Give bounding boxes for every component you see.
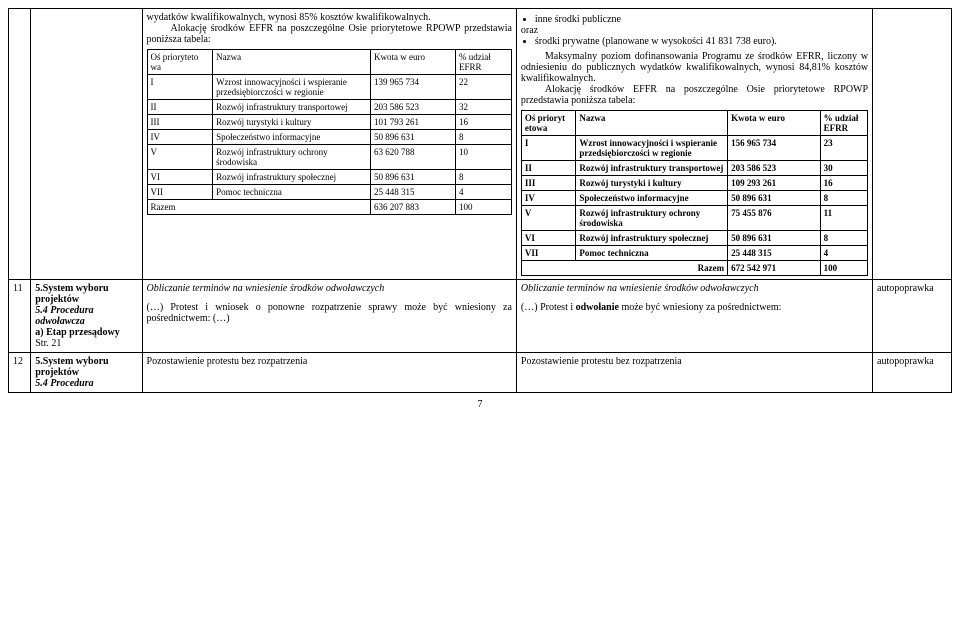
top-left-cell: wydatków kwalifikowalnych, wynosi 85% ko… bbox=[142, 9, 516, 280]
top-sec bbox=[31, 9, 142, 280]
r11-sec-l3: a) Etap przesądowy bbox=[35, 327, 137, 338]
left-inner-table: Oś prioryteto wa Nazwa Kwota w euro % ud… bbox=[147, 49, 512, 215]
top-left-para1: wydatków kwalifikowalnych, wynosi 85% ko… bbox=[147, 12, 512, 23]
top-right-para2: Alokację środków EFFR na poszczególne Os… bbox=[521, 84, 868, 106]
r12-sec-l1: 5.System wyboru projektów bbox=[35, 356, 137, 378]
page-number: 7 bbox=[8, 399, 952, 410]
r12-left: Pozostawienie protestu bez rozpatrzenia bbox=[142, 353, 516, 393]
r12-num: 12 bbox=[9, 353, 31, 393]
r11-num: 11 bbox=[9, 280, 31, 353]
left-inner-head: Oś prioryteto wa Nazwa Kwota w euro % ud… bbox=[147, 50, 511, 75]
r11-right-p1: Obliczanie terminów na wniesienie środkó… bbox=[521, 283, 868, 294]
bullet-oraz: oraz bbox=[521, 25, 868, 36]
right-bullets: inne środki publiczne oraz środki prywat… bbox=[521, 14, 868, 47]
r11-sec-l4: Str. 21 bbox=[35, 338, 137, 349]
top-right-para1: Maksymalny poziom dofinansowania Program… bbox=[521, 51, 868, 84]
top-row: wydatków kwalifikowalnych, wynosi 85% ko… bbox=[9, 9, 952, 280]
top-num bbox=[9, 9, 31, 280]
bullet-2: środki prywatne (planowane w wysokości 4… bbox=[535, 36, 868, 47]
right-inner-table: Oś prioryt etowa Nazwa Kwota w euro % ud… bbox=[521, 110, 868, 276]
bullet-1: inne środki publiczne bbox=[535, 14, 868, 25]
right-inner-head: Oś prioryt etowa Nazwa Kwota w euro % ud… bbox=[521, 111, 867, 136]
lh-2: Kwota w euro bbox=[371, 50, 456, 75]
r11-left-p1: Obliczanie terminów na wniesienie środkó… bbox=[147, 283, 512, 294]
document-table: wydatków kwalifikowalnych, wynosi 85% ko… bbox=[8, 8, 952, 393]
r11-sec-l2: 5.4 Procedura odwoławcza bbox=[35, 305, 137, 327]
top-left-para2: Alokację środków EFFR na poszczególne Os… bbox=[147, 23, 512, 45]
top-note bbox=[873, 9, 952, 280]
r11-left: Obliczanie terminów na wniesienie środkó… bbox=[142, 280, 516, 353]
lh-0: Oś prioryteto wa bbox=[147, 50, 213, 75]
top-right-cell: inne środki publiczne oraz środki prywat… bbox=[516, 9, 872, 280]
r11-note: autopoprawka bbox=[873, 280, 952, 353]
row-11: 11 5.System wyboru projektów 5.4 Procedu… bbox=[9, 280, 952, 353]
row-12: 12 5.System wyboru projektów 5.4 Procedu… bbox=[9, 353, 952, 393]
r12-note: autopoprawka bbox=[873, 353, 952, 393]
r11-sec-l1: 5.System wyboru projektów bbox=[35, 283, 137, 305]
lh-3: % udział EFRR bbox=[456, 50, 512, 75]
r11-right: Obliczanie terminów na wniesienie środkó… bbox=[516, 280, 872, 353]
r12-right: Pozostawienie protestu bez rozpatrzenia bbox=[516, 353, 872, 393]
lh-1: Nazwa bbox=[213, 50, 371, 75]
r11-left-p2: (…) Protest i wniosek o ponowne rozpatrz… bbox=[147, 302, 512, 324]
r12-sec: 5.System wyboru projektów 5.4 Procedura bbox=[31, 353, 142, 393]
r11-right-p2: (…) Protest i odwołanie może być wniesio… bbox=[521, 302, 868, 313]
r12-sec-l2: 5.4 Procedura bbox=[35, 378, 137, 389]
r11-sec: 5.System wyboru projektów 5.4 Procedura … bbox=[31, 280, 142, 353]
